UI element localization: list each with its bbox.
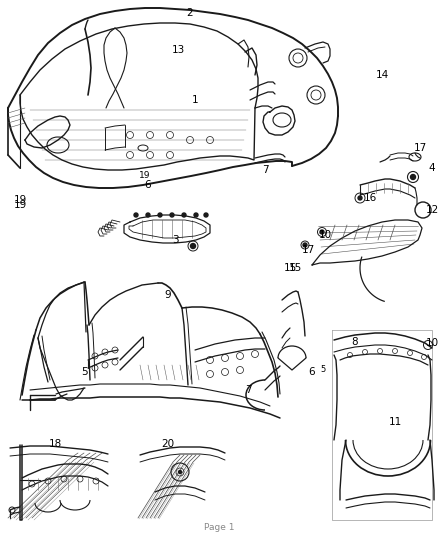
Circle shape: [320, 230, 324, 234]
Text: 17: 17: [413, 143, 427, 153]
Circle shape: [358, 196, 362, 200]
Text: 6: 6: [309, 367, 315, 377]
Text: 9: 9: [165, 290, 171, 300]
Circle shape: [191, 244, 195, 248]
Text: 11: 11: [389, 417, 402, 427]
Text: 12: 12: [425, 205, 438, 215]
Text: 7: 7: [245, 385, 251, 395]
Text: 13: 13: [171, 45, 185, 55]
Text: 4: 4: [429, 163, 435, 173]
Text: 8: 8: [352, 337, 358, 347]
Text: 1: 1: [192, 95, 198, 105]
Text: 15: 15: [288, 263, 302, 273]
Text: 5: 5: [320, 366, 325, 375]
Text: 19: 19: [14, 195, 27, 205]
Circle shape: [146, 213, 150, 217]
Text: 10: 10: [425, 338, 438, 348]
Text: 5: 5: [82, 367, 88, 377]
Text: 20: 20: [162, 439, 175, 449]
Text: 19: 19: [14, 200, 27, 210]
Circle shape: [410, 174, 416, 180]
Circle shape: [158, 213, 162, 217]
Circle shape: [170, 213, 174, 217]
Text: 18: 18: [48, 439, 62, 449]
Text: 3: 3: [172, 235, 178, 245]
Circle shape: [303, 243, 307, 247]
Text: 10: 10: [318, 230, 332, 240]
Circle shape: [179, 471, 181, 473]
Text: 6: 6: [145, 180, 151, 190]
Text: 16: 16: [364, 193, 377, 203]
Text: 14: 14: [375, 70, 389, 80]
Text: 7: 7: [261, 165, 268, 175]
Text: 17: 17: [301, 245, 314, 255]
Circle shape: [134, 213, 138, 217]
Text: 19: 19: [139, 171, 151, 180]
Text: 15: 15: [283, 263, 297, 273]
Text: Page 1: Page 1: [204, 523, 234, 532]
Text: 2: 2: [187, 8, 193, 18]
Circle shape: [204, 213, 208, 217]
Circle shape: [194, 213, 198, 217]
Circle shape: [182, 213, 186, 217]
